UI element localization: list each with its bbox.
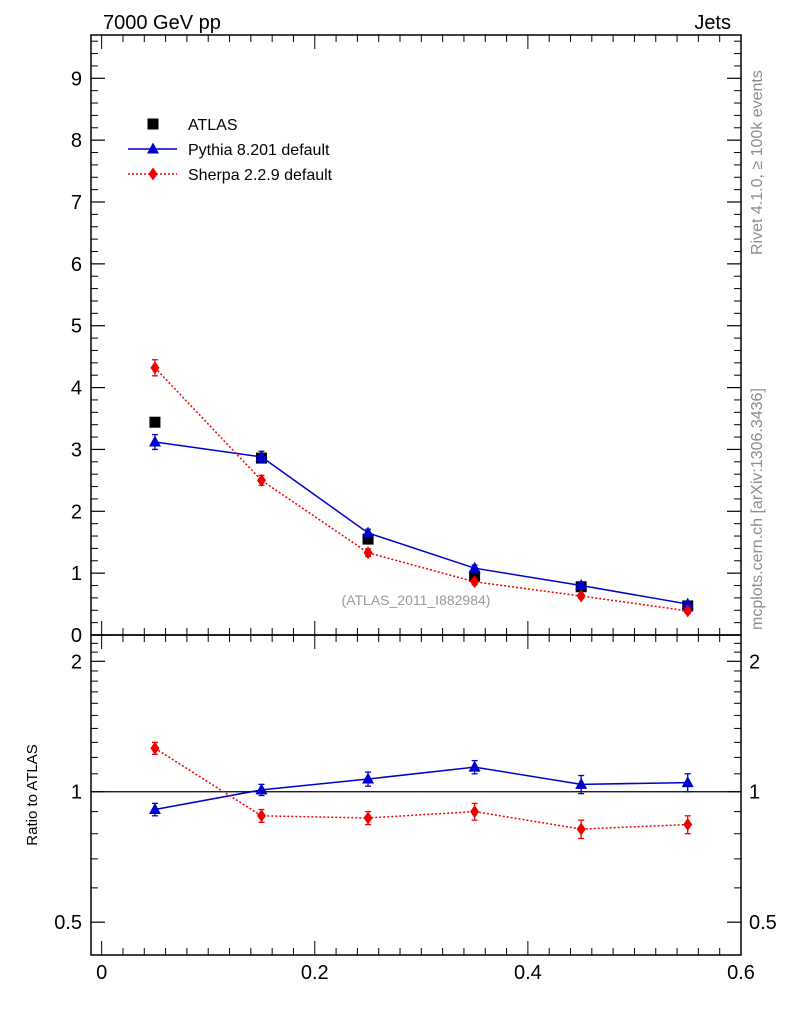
legend-pythia-label: Pythia 8.201 default [188, 142, 330, 159]
x-tick-label: 0.6 [727, 962, 755, 984]
ratio-y-tick-label-right: 1 [749, 782, 760, 804]
ratio-y-tick-label-right: 2 [749, 651, 760, 673]
ratio-sherpa-point [470, 805, 480, 819]
legend-atlas-label: ATLAS [188, 117, 238, 134]
ratio-panel-series [91, 741, 741, 840]
ratio-y-tick-labels: 0.5 0.5 1 1 2 2 [54, 651, 777, 934]
ratio-pythia-point [575, 777, 588, 789]
ratio-sherpa-point [256, 809, 266, 823]
main-y-tick-label: 1 [71, 563, 82, 585]
main-axis-ticks [91, 40, 741, 636]
legend-sherpa-label: Sherpa 2.2.9 default [188, 167, 333, 184]
ratio-sherpa-point [576, 822, 586, 836]
analysis-watermark: (ATLAS_2011_I882984) [342, 592, 491, 608]
header-left: 7000 GeV pp [103, 12, 221, 34]
legend-sherpa-marker [148, 167, 158, 181]
main-y-tick-label: 5 [71, 316, 82, 338]
ratio-sherpa-point [683, 818, 693, 832]
main-y-tick-label: 7 [71, 192, 82, 214]
ratio-sherpa-point [363, 811, 373, 825]
ratio-pythia-point [681, 776, 694, 788]
main-pythia-line [154, 441, 688, 605]
ratio-sherpa-line [154, 747, 688, 830]
main-y-tick-labels: 0 1 2 3 4 5 6 7 8 9 [71, 68, 82, 647]
legend-atlas-marker [147, 118, 159, 130]
ratio-y-tick-label-left: 2 [71, 651, 82, 673]
side-label-top: Rivet 4.1.0, ≥ 100k events [749, 70, 766, 255]
main-sherpa-point [363, 546, 373, 560]
main-y-tick-label: 4 [71, 378, 82, 400]
main-pythia-point [362, 526, 375, 538]
x-tick-label: 0.2 [301, 962, 329, 984]
main-y-tick-label: 2 [71, 501, 82, 523]
main-sherpa-point [683, 604, 693, 618]
ratio-pythia-point [468, 760, 481, 772]
ratio-pythia-point [148, 802, 161, 814]
x-tick-labels: 0 0.2 0.4 0.6 [96, 962, 755, 984]
x-axis-ticks [101, 35, 742, 955]
main-atlas-point [362, 533, 374, 545]
ratio-y-tick-label-left: 0.5 [54, 912, 82, 934]
legend: ATLAS Pythia 8.201 default Sherpa 2.2.9 de… [128, 117, 333, 184]
x-tick-label: 0.4 [514, 962, 542, 984]
main-atlas-point [149, 416, 161, 428]
ratio-panel-frame [90, 634, 742, 956]
main-pythia-point [148, 435, 161, 447]
main-y-tick-label: 8 [71, 130, 82, 152]
x-tick-label: 0 [96, 962, 107, 984]
main-pythia-point [575, 579, 588, 591]
main-y-tick-label: 6 [71, 254, 82, 276]
main-pythia-point [681, 597, 694, 609]
ratio-pythia-point [255, 783, 268, 795]
ratio-sherpa-point [150, 741, 160, 755]
main-pythia-point [255, 450, 268, 462]
main-y-tick-label: 9 [71, 68, 82, 90]
legend-pythia-marker [147, 142, 159, 154]
main-sherpa-point [150, 361, 160, 375]
ratio-pythia-point [362, 772, 375, 784]
ratio-pythia-line [154, 766, 688, 811]
main-pythia-point [468, 561, 481, 573]
main-panel-series [148, 359, 694, 618]
ratio-y-axis-label: Ratio to ATLAS [24, 744, 41, 845]
header-right: Jets [694, 12, 731, 34]
main-y-tick-label: 3 [71, 439, 82, 461]
ratio-y-tick-label-right: 0.5 [749, 912, 777, 934]
main-sherpa-point [256, 473, 266, 487]
side-label-bottom: mcplots.cern.ch [arXiv:1306.3436] [749, 388, 766, 630]
ratio-y-tick-label-left: 1 [71, 782, 82, 804]
main-y-tick-label: 0 [71, 625, 82, 647]
main-sherpa-point [470, 575, 480, 589]
main-sherpa-line [154, 367, 688, 612]
main-sherpa-point [576, 589, 586, 603]
